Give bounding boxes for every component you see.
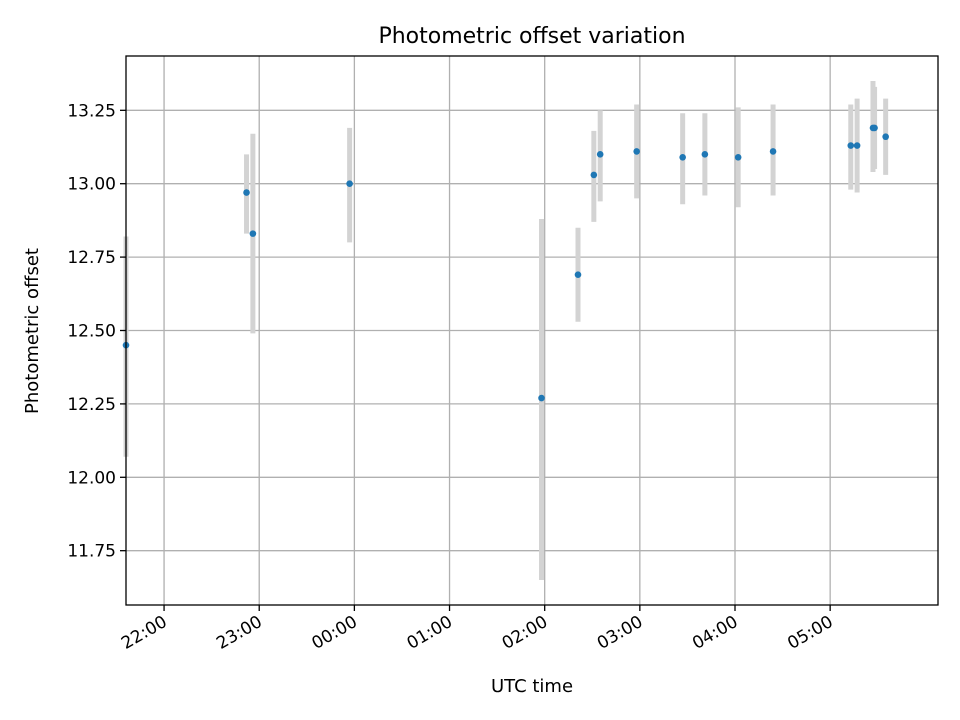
x-tick-label: 00:00 [308,612,360,654]
y-tick-label: 12.00 [67,468,116,488]
y-axis-label: Photometric offset [22,248,43,414]
data-point [346,180,353,188]
y-tick-label: 12.25 [67,395,116,415]
x-tick-label: 22:00 [118,612,170,654]
data-point [596,151,604,158]
data-point [769,148,777,155]
y-tick-label: 13.00 [67,175,116,195]
data-layer [122,80,889,581]
data-point [882,133,889,141]
x-tick-label: 01:00 [404,612,456,654]
data-point [243,189,250,196]
x-tick-label: 05:00 [784,612,836,654]
data-point [538,394,545,402]
x-tick-label: 23:00 [213,612,265,654]
x-axis-label: UTC time [491,676,573,697]
data-point [590,171,598,179]
data-point [633,148,640,155]
grid-layer [126,56,938,605]
data-point [574,271,582,279]
x-tick-label: 02:00 [499,612,551,654]
chart-title: Photometric offset variation [378,24,685,49]
x-tick-label: 03:00 [594,612,646,654]
y-tick-label: 13.25 [67,101,116,121]
data-point [871,124,878,132]
data-point [701,151,709,158]
data-point [679,153,686,161]
data-point [853,142,861,149]
y-tick-label: 12.50 [67,322,116,342]
data-point [249,230,257,237]
y-tick-label: 12.75 [67,248,116,268]
x-tick-label: 04:00 [689,612,741,654]
y-tick-label: 11.75 [67,542,116,562]
data-point [847,142,855,149]
data-point [734,153,742,161]
